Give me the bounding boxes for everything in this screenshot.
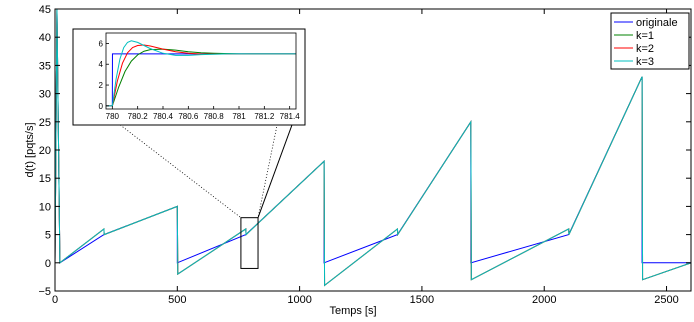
y-tick-label: 10: [39, 201, 51, 213]
y-tick-label: 25: [39, 117, 51, 129]
x-tick-label: 500: [168, 294, 186, 306]
inset-frame: [105, 32, 297, 110]
series-line-k-3: [55, 9, 691, 287]
inset-y-tick-label: 0: [99, 102, 104, 111]
inset-x-tick-label: 781.2: [254, 112, 275, 121]
y-tick-label: 35: [39, 60, 51, 72]
inset-x-tick-label: 780.6: [178, 112, 199, 121]
inset-x-tick-label: 781: [232, 112, 246, 121]
y-tick-label: 45: [39, 4, 51, 16]
inset-x-tick-label: 780.2: [128, 112, 149, 121]
x-axis-label: Temps [s]: [329, 305, 376, 317]
legend-label: k=1: [636, 30, 654, 42]
inset-x-tick-label: 780.8: [204, 112, 225, 121]
inset-series-group: [106, 40, 296, 107]
y-tick-label: −5: [38, 286, 51, 298]
inset-y-tick-label: 6: [99, 39, 104, 48]
inset-y-tick-label: 2: [99, 81, 104, 90]
legend-label: originale: [636, 17, 678, 29]
x-tick-label: 1000: [287, 294, 311, 306]
inset-series-line-k-3: [106, 40, 296, 107]
x-tick-label: 0: [52, 294, 58, 306]
y-axis-label: d(t) [pqts/s]: [24, 122, 36, 177]
zoom-connector-left: [105, 113, 242, 218]
zoom-connector-right: [257, 113, 297, 218]
inset-x-tick-label: 780.4: [153, 112, 174, 121]
legend-label: k=2: [636, 43, 654, 55]
x-tick-label: 1500: [410, 294, 434, 306]
inset-y-tick-label: 4: [99, 60, 104, 69]
y-tick-label: 0: [45, 258, 51, 270]
legend-label: k=3: [636, 56, 654, 68]
inset-x-tick-label: 780: [106, 112, 120, 121]
x-tick-label: 2500: [654, 294, 678, 306]
x-tick-label: 2000: [532, 294, 556, 306]
y-tick-label: 20: [39, 145, 51, 157]
y-tick-label: 30: [39, 89, 51, 101]
main-series-group: [55, 9, 691, 287]
y-tick-label: 5: [45, 230, 51, 242]
inset-x-tick-label: 781.4: [280, 112, 301, 121]
inset-plot-area: [106, 33, 296, 109]
y-tick-label: 40: [39, 32, 51, 44]
zoom-region-box: [240, 217, 259, 269]
y-tick-label: 15: [39, 173, 51, 185]
